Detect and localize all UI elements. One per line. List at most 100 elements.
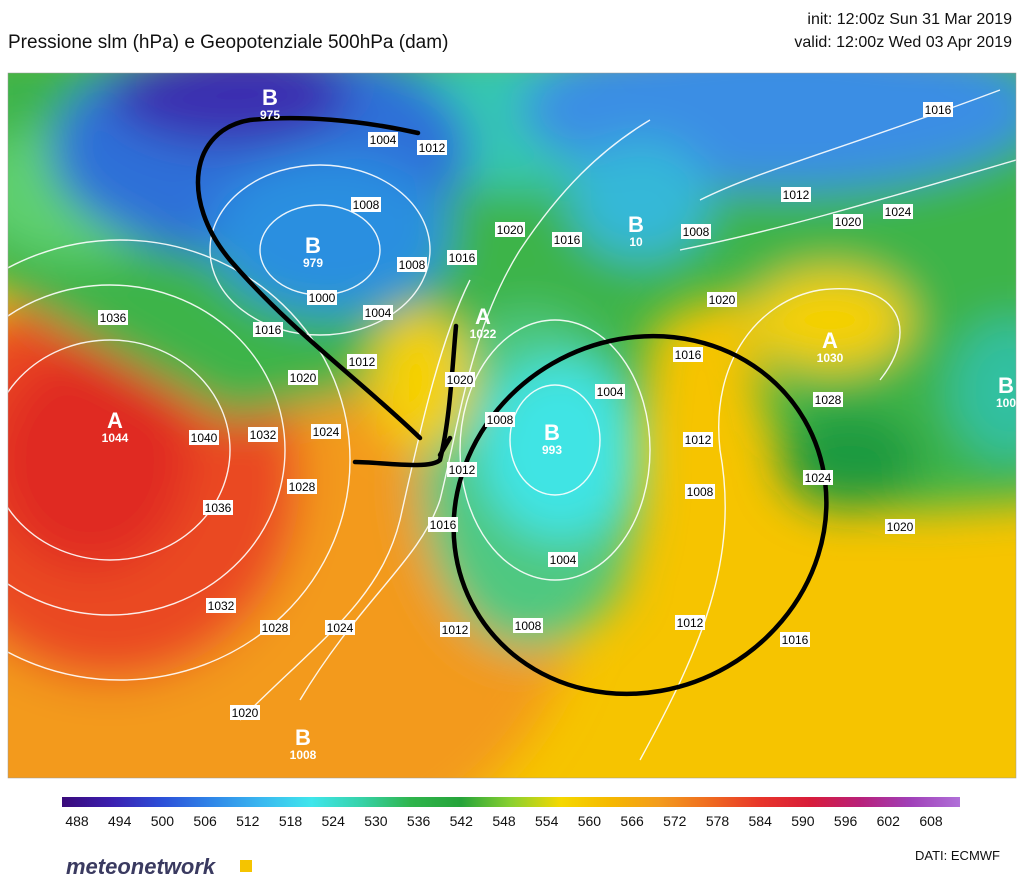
isobar-label-box (923, 102, 953, 117)
colorbar-label: 566 (620, 813, 644, 829)
center-letter: B (544, 420, 560, 445)
isobar-label: 1032 (208, 599, 235, 613)
isobar-label: 1008 (687, 485, 714, 499)
isobar-label: 1008 (353, 198, 380, 212)
isobar-label-box (248, 427, 278, 442)
center-value: 975 (260, 108, 280, 122)
isobar-label-box (813, 392, 843, 407)
isobar-label: 1024 (805, 471, 832, 485)
isobar-label: 1028 (262, 621, 289, 635)
isobar-label-box (885, 519, 915, 534)
isobar-label: 1004 (365, 306, 392, 320)
isobar-label: 1004 (550, 553, 577, 567)
isobar-label-box (673, 347, 703, 362)
colorbar-label: 578 (706, 813, 730, 829)
isobar-label: 1024 (327, 621, 354, 635)
isobar-label-box (485, 412, 515, 427)
isobar-label: 1016 (255, 323, 282, 337)
center-letter: B (262, 85, 278, 110)
isobar-label: 1024 (313, 425, 340, 439)
center-letter: B (295, 725, 311, 750)
isobar-label: 1020 (835, 215, 862, 229)
center-value: 1030 (817, 351, 844, 365)
colorbar-label: 572 (663, 813, 687, 829)
colorbar-label: 512 (236, 813, 260, 829)
isobar-label-box (307, 290, 337, 305)
colorbar-labels: 488 494 500 506 512 518 524 530 536 542 548 554 560 5… (65, 813, 943, 829)
init-time: init: 12:00z Sun 31 Mar 2019 (807, 11, 1012, 28)
isobar-label: 1020 (290, 371, 317, 385)
isobar-label-box (803, 470, 833, 485)
colorbar-label: 488 (65, 813, 89, 829)
center-letter: A (107, 408, 123, 433)
colorbar-label: 608 (919, 813, 943, 829)
isobar-label-box (189, 430, 219, 445)
center-value: 993 (542, 443, 562, 457)
colorbar-label: 554 (535, 813, 559, 829)
colorbar-label: 506 (193, 813, 217, 829)
isobar-label: 1016 (782, 633, 809, 647)
isobar-label-box (363, 305, 393, 320)
isobar-label-box (203, 500, 233, 515)
isobar-label-box (681, 224, 711, 239)
isobar-label: 1016 (675, 348, 702, 362)
center-letter: B (305, 233, 321, 258)
isobar-label: 1020 (887, 520, 914, 534)
isobar-label-box (368, 132, 398, 147)
isobar-label-box (288, 370, 318, 385)
colorbar-label: 500 (151, 813, 175, 829)
center-value: 979 (303, 256, 323, 270)
isobar-labels: 1004 1012 1008 1000 1004 1008 1016 1020 1016 1008… (98, 102, 953, 720)
isobar-label-box (781, 187, 811, 202)
isobar-label: 1012 (685, 433, 712, 447)
colorbar-label: 584 (749, 813, 773, 829)
isobar-label: 1008 (399, 258, 426, 272)
title: Pressione slm (hPa) e Geopotenziale 500h… (8, 32, 448, 53)
isobar-label: 1028 (289, 480, 316, 494)
isobar-label-box (447, 250, 477, 265)
map: 1004 1012 1008 1000 1004 1008 1016 1020 1016 1008… (8, 73, 1016, 778)
isobar-label: 1012 (419, 141, 446, 155)
isobar-label: 1016 (449, 251, 476, 265)
isobar-label-box (833, 214, 863, 229)
colorbar-label: 590 (791, 813, 815, 829)
logo-square (240, 860, 252, 872)
isobar-label: 1012 (783, 188, 810, 202)
map-frame (7, 72, 1017, 779)
isobar-label-box (311, 424, 341, 439)
isobar-label-box (428, 517, 458, 532)
logo: meteonetwork (66, 854, 217, 879)
annotation-drawings (195, 115, 829, 697)
center-value: 1008 (290, 748, 317, 762)
isobar-label: 1036 (100, 311, 127, 325)
isobar-label: 1008 (683, 225, 710, 239)
colorbar-label: 596 (834, 813, 858, 829)
colorbar-label: 524 (322, 813, 346, 829)
isobar-label: 1004 (597, 385, 624, 399)
isobar-label-box (440, 622, 470, 637)
isobar-label: 1012 (442, 623, 469, 637)
colorbar (62, 797, 960, 807)
valid-time: valid: 12:00z Wed 03 Apr 2019 (794, 34, 1012, 51)
isobar-label-box (685, 484, 715, 499)
center-value: 10 (629, 235, 643, 249)
colorbar-label: 536 (407, 813, 431, 829)
isobar-label-box (883, 204, 913, 219)
isobar-label-box (683, 432, 713, 447)
isobar-label: 1040 (191, 431, 218, 445)
colorbar-label: 548 (492, 813, 516, 829)
isobar-label-box (495, 222, 525, 237)
center-letter: B (628, 212, 644, 237)
colorbar-label: 602 (877, 813, 901, 829)
isobar-label: 1036 (205, 501, 232, 515)
isobar-label-box (98, 310, 128, 325)
isobar-label-box (548, 552, 578, 567)
isobar-label-box (780, 632, 810, 647)
isobar-label-box (253, 322, 283, 337)
colorbar-label: 518 (279, 813, 303, 829)
colorbar-label: 542 (450, 813, 474, 829)
isobar-label: 1020 (232, 706, 259, 720)
isobar-label-box (347, 354, 377, 369)
